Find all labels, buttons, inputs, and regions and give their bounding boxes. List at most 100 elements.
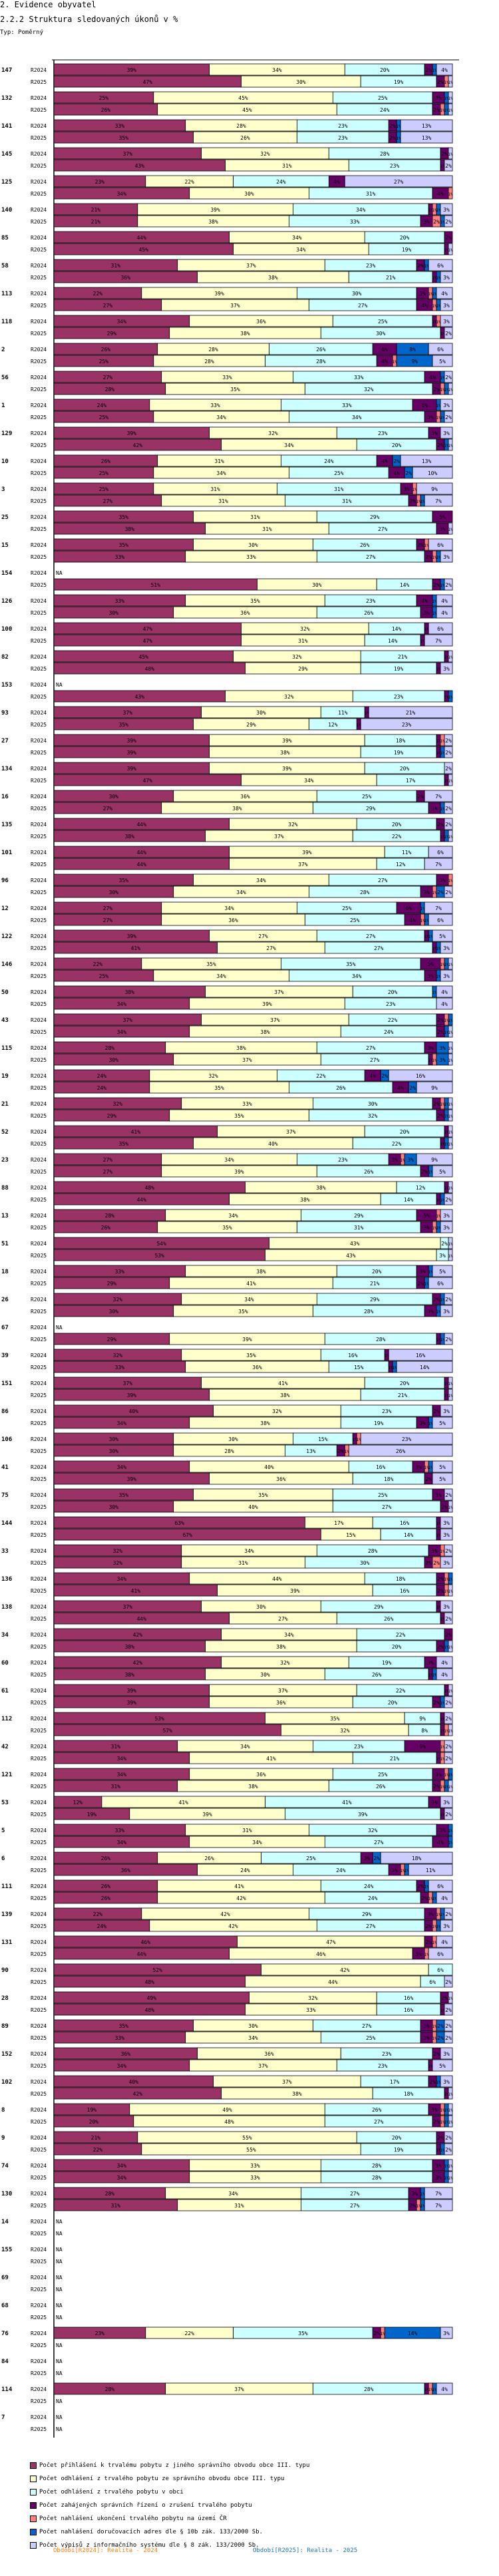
- data-label: 39%: [127, 1688, 137, 1694]
- data-label: 1%: [432, 69, 437, 73]
- data-label: 7%: [435, 2191, 442, 2197]
- data-label: 34%: [356, 207, 366, 213]
- data-label: 38%: [125, 1644, 135, 1650]
- bar-segment: [448, 957, 453, 970]
- row-label: R2025: [31, 2315, 47, 2321]
- data-label: 1%: [436, 1226, 441, 1231]
- data-label: 36%: [256, 319, 266, 325]
- data-label: 4%: [441, 989, 448, 995]
- data-label: 34%: [117, 1756, 127, 1762]
- row-label: R2024: [31, 1325, 47, 1331]
- data-label: 24%: [336, 1867, 346, 1873]
- data-label: 1%: [440, 807, 445, 812]
- data-label: 23%: [338, 135, 348, 141]
- na-label: NA: [56, 2426, 63, 2432]
- data-label: 1%: [448, 655, 453, 660]
- bar-segment: [436, 1656, 453, 1669]
- data-label: 3%: [443, 430, 450, 436]
- data-label: 24%: [276, 179, 286, 185]
- data-label: 2%: [425, 1476, 432, 1482]
- data-label: 1%: [436, 304, 441, 309]
- bar-segment: [448, 1500, 453, 1513]
- data-label: 27%: [366, 554, 376, 560]
- data-label: 22%: [184, 179, 194, 185]
- data-label: 25%: [99, 414, 109, 420]
- data-label: 32%: [113, 1548, 123, 1554]
- data-label: 33%: [246, 554, 256, 560]
- row-label: R2024: [31, 1073, 47, 1079]
- bar-segment: [448, 1013, 453, 1026]
- data-label: 2%: [445, 235, 452, 241]
- data-label: 34%: [240, 1744, 250, 1750]
- data-label: 1%: [432, 556, 437, 560]
- data-label: 1%: [428, 1466, 433, 1470]
- data-label: 22%: [396, 1632, 406, 1638]
- data-label: 55%: [242, 2135, 252, 2141]
- group-label: 90: [1, 1967, 9, 1974]
- data-label: 1%: [448, 879, 453, 884]
- data-label: 14%: [404, 1197, 414, 1203]
- data-label: 4%: [381, 359, 388, 365]
- data-label: 3%: [407, 1157, 414, 1163]
- data-label: 1%: [448, 1058, 453, 1063]
- data-label: 34%: [284, 1632, 294, 1638]
- data-label: 25%: [99, 470, 109, 476]
- data-label: 39%: [262, 1001, 272, 1007]
- data-label: 25%: [378, 1492, 388, 1498]
- row-label: R2025: [31, 973, 47, 979]
- data-label: 42%: [340, 1967, 350, 1973]
- data-label: 39%: [242, 1337, 252, 1343]
- row-label: R2025: [31, 1113, 47, 1119]
- data-label: 1%: [448, 1841, 453, 1846]
- data-label: 34%: [244, 1548, 254, 1554]
- row-label: R2024: [31, 347, 47, 353]
- data-label: 23%: [386, 1001, 396, 1007]
- data-label: 19%: [394, 2147, 404, 2153]
- bar-segment: [448, 1025, 453, 1038]
- group-label: 140: [1, 207, 12, 214]
- data-label: 32%: [364, 387, 374, 393]
- bar-segment: [448, 1724, 453, 1736]
- data-label: 44%: [328, 1979, 338, 1985]
- data-label: 1%: [432, 2036, 437, 2041]
- data-label: 38%: [125, 834, 135, 840]
- group-label: 145: [1, 151, 12, 158]
- group-label: 114: [1, 2386, 13, 2393]
- row-label: R2024: [31, 1855, 47, 1861]
- data-label: 33%: [115, 123, 125, 129]
- data-label: 1%: [440, 388, 445, 393]
- bar-segment: [424, 790, 453, 802]
- data-label: 30%: [109, 889, 119, 895]
- data-label: 1%: [440, 1198, 445, 1203]
- bar-segment: [444, 886, 453, 898]
- data-label: 28%: [105, 1045, 115, 1051]
- data-label: 27%: [103, 1169, 113, 1175]
- data-label: 1%: [385, 1354, 390, 1359]
- data-label: 2%: [437, 1644, 444, 1650]
- group-label: 75: [1, 1492, 9, 1499]
- data-label: 2%: [445, 2135, 452, 2141]
- data-label: 26%: [204, 1855, 214, 1861]
- data-label: 2%: [433, 582, 440, 588]
- data-label: 37%: [123, 710, 133, 716]
- data-label: 2%: [445, 1756, 452, 1762]
- bar-segment: [448, 1836, 453, 1848]
- data-label: 37%: [258, 2063, 268, 2069]
- data-label: 48%: [145, 1979, 155, 1985]
- row-label: R2024: [31, 1939, 47, 1945]
- data-label: 26%: [364, 1169, 374, 1175]
- data-label: 3%: [423, 219, 430, 225]
- data-label: 2%: [445, 2035, 452, 2041]
- bar-segment: [444, 802, 453, 814]
- row-label: R2024: [31, 2023, 47, 2029]
- group-label: 9: [1, 2135, 5, 2142]
- data-label: 1%: [448, 248, 453, 253]
- row-label: R2024: [31, 738, 47, 744]
- data-label: 1%: [436, 2148, 441, 2153]
- data-label: 6%: [429, 1979, 436, 1985]
- data-label: 1%: [448, 388, 453, 393]
- data-label: 1%: [440, 416, 445, 420]
- bar-segment: [448, 1137, 453, 1150]
- na-label: NA: [56, 2219, 63, 2225]
- bar-segment: [436, 287, 453, 299]
